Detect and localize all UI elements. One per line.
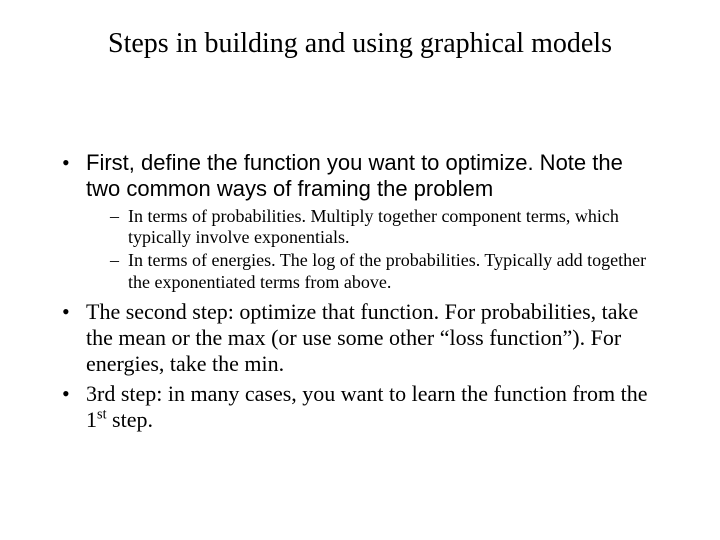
bullet-1-sub-2: In terms of energies. The log of the pro…	[110, 250, 662, 292]
bullet-1-sub-1-text: In terms of probabilities. Multiply toge…	[128, 206, 619, 247]
bullet-list: First, define the function you want to o…	[62, 150, 662, 433]
bullet-2-text: The second step: optimize that function.…	[86, 299, 638, 376]
bullet-3-pre: 3rd step: in many cases, you want to lea…	[86, 381, 647, 432]
bullet-3-sup: st	[97, 406, 107, 422]
bullet-1-sublist: In terms of probabilities. Multiply toge…	[86, 206, 662, 293]
slide-body: First, define the function you want to o…	[62, 150, 662, 437]
bullet-1: First, define the function you want to o…	[62, 150, 662, 293]
bullet-3: 3rd step: in many cases, you want to lea…	[62, 381, 662, 433]
bullet-1-sub-2-text: In terms of energies. The log of the pro…	[128, 250, 646, 291]
bullet-1-sub-1: In terms of probabilities. Multiply toge…	[110, 206, 662, 248]
bullet-2: The second step: optimize that function.…	[62, 299, 662, 377]
bullet-3-post: step.	[107, 407, 153, 432]
slide: Steps in building and using graphical mo…	[0, 0, 720, 540]
bullet-1-text: First, define the function you want to o…	[86, 150, 623, 201]
slide-title: Steps in building and using graphical mo…	[0, 28, 720, 60]
